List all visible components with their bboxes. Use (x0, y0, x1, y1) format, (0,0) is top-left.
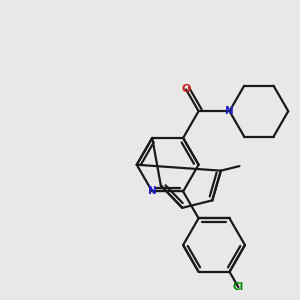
Text: N: N (148, 187, 157, 196)
Text: Cl: Cl (233, 282, 244, 292)
Text: O: O (182, 85, 191, 94)
Text: N: N (225, 106, 234, 116)
